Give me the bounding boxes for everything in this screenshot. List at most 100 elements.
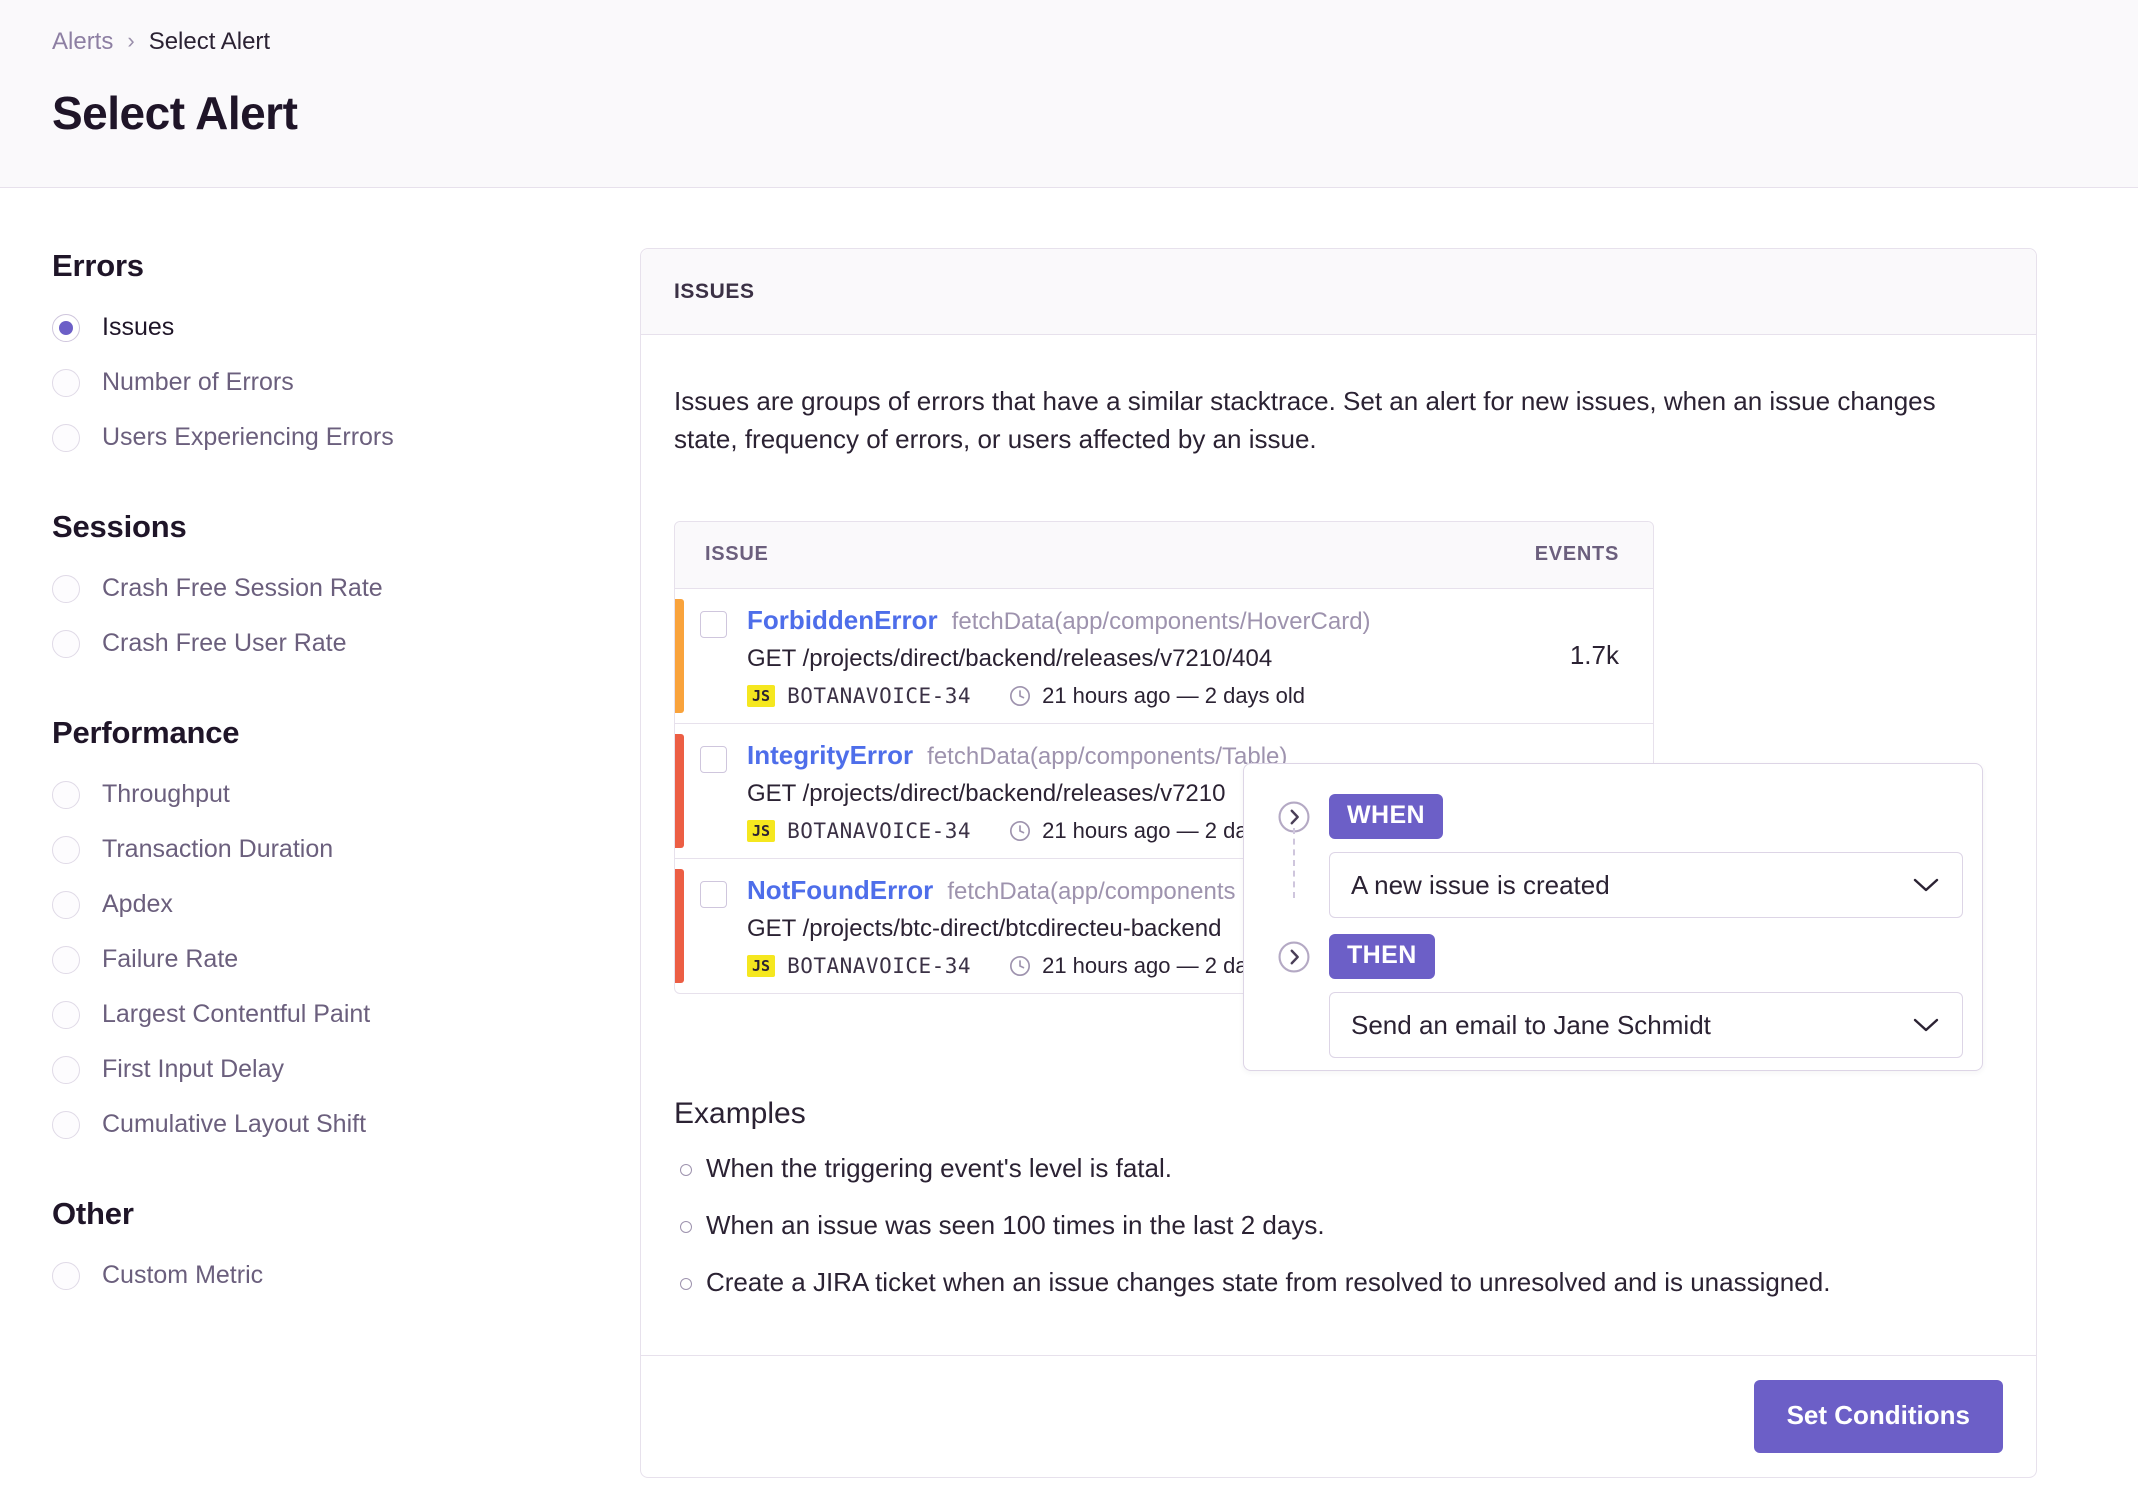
group-title-errors: Errors bbox=[52, 248, 144, 283]
platform-badge-js: JS bbox=[747, 954, 776, 978]
sidebar-option-apdex[interactable]: Apdex bbox=[52, 877, 640, 932]
radio-icon-transaction-duration[interactable] bbox=[52, 835, 80, 864]
sidebar-option-number-of-errors[interactable]: Number of Errors bbox=[52, 355, 640, 410]
sidebar-option-crash-free-session-rate[interactable]: Crash Free Session Rate bbox=[52, 561, 640, 616]
list-item: Create a JIRA ticket when an issue chang… bbox=[674, 1265, 1998, 1300]
issue-level-indicator bbox=[675, 598, 684, 713]
alert-rule-popup: WHEN A new issue is created bbox=[1243, 763, 1983, 1071]
issue-message: GET /projects/direct/backend/releases/v7… bbox=[747, 779, 1226, 807]
table-header-row: ISSUE EVENTS bbox=[675, 521, 1653, 589]
card-header: ISSUES bbox=[641, 249, 2036, 335]
when-condition-select[interactable]: A new issue is created bbox=[1329, 852, 1963, 918]
sidebar-group-other: Other Custom Metric bbox=[52, 1196, 640, 1303]
issue-culprit: fetchData(app/components/Table) bbox=[927, 742, 1288, 770]
sidebar-option-custom-metric[interactable]: Custom Metric bbox=[52, 1248, 640, 1303]
radio-icon-crash-free-session-rate[interactable] bbox=[52, 574, 80, 603]
issue-checkbox[interactable] bbox=[700, 880, 727, 908]
sidebar-option-failure-rate[interactable]: Failure Rate bbox=[52, 932, 640, 987]
radio-icon-largest-contentful-paint[interactable] bbox=[52, 1000, 80, 1029]
issue-culprit: fetchData(app/components/HoverCard) bbox=[951, 607, 1371, 635]
group-title-other: Other bbox=[52, 1196, 134, 1231]
issue-checkbox[interactable] bbox=[700, 610, 727, 638]
issue-culprit: fetchData(app/components bbox=[947, 877, 1236, 905]
set-conditions-button[interactable]: Set Conditions bbox=[1753, 1380, 2003, 1453]
chevron-right-circle-icon bbox=[1278, 940, 1310, 973]
radio-icon-failure-rate[interactable] bbox=[52, 945, 80, 974]
radio-icon-crash-free-user-rate[interactable] bbox=[52, 629, 80, 658]
sidebar-option-issues[interactable]: Issues bbox=[52, 300, 640, 355]
chevron-down-icon bbox=[1913, 878, 1939, 892]
issue-message: GET /projects/btc-direct/btcdirecteu-bac… bbox=[747, 914, 1222, 942]
radio-icon-cumulative-layout-shift[interactable] bbox=[52, 1110, 80, 1139]
clock-icon bbox=[1010, 820, 1031, 841]
radio-icon-first-input-delay[interactable] bbox=[52, 1055, 80, 1084]
when-condition-value: A new issue is created bbox=[1351, 869, 1610, 900]
examples-list: When the triggering event's level is fat… bbox=[674, 1151, 1998, 1300]
column-header-issue: ISSUE bbox=[705, 543, 769, 566]
examples-section: Examples When the triggering event's lev… bbox=[674, 1097, 1998, 1300]
platform-badge-js: JS bbox=[747, 819, 776, 843]
issue-level-indicator bbox=[675, 868, 684, 983]
radio-icon-apdex[interactable] bbox=[52, 890, 80, 919]
sidebar-option-label: Failure Rate bbox=[102, 945, 239, 973]
issue-age: 21 hours ago — 2 days old bbox=[1042, 682, 1306, 708]
issue-checkbox[interactable] bbox=[700, 745, 727, 773]
page-body: Errors Issues Number of Errors Users Exp… bbox=[0, 188, 2138, 1496]
issue-short-id: BOTANAVOICE-34 bbox=[787, 683, 972, 708]
sidebar-option-crash-free-user-rate[interactable]: Crash Free User Rate bbox=[52, 616, 640, 671]
page-title: Select Alert bbox=[52, 87, 298, 139]
issue-title-link[interactable]: IntegrityError bbox=[747, 739, 914, 770]
sidebar-option-largest-contentful-paint[interactable]: Largest Contentful Paint bbox=[52, 987, 640, 1042]
rule-step-then: THEN Send an email to Jane Schmidt bbox=[1277, 934, 1963, 1058]
list-item: When an issue was seen 100 times in the … bbox=[674, 1208, 1998, 1243]
radio-icon-custom-metric[interactable] bbox=[52, 1261, 80, 1290]
clock-icon bbox=[1010, 685, 1031, 706]
sidebar-option-label: Users Experiencing Errors bbox=[102, 423, 394, 451]
rule-step-when: WHEN A new issue is created bbox=[1277, 794, 1963, 918]
radio-icon-users-experiencing-errors[interactable] bbox=[52, 423, 80, 452]
sidebar-option-label: Largest Contentful Paint bbox=[102, 1000, 371, 1028]
table-row[interactable]: NotFoundError fetchData(app/components G… bbox=[675, 859, 1653, 993]
card-footer: Set Conditions bbox=[641, 1355, 2036, 1477]
table-row[interactable]: ForbiddenError fetchData(app/components/… bbox=[675, 589, 1653, 724]
sidebar-option-label: Transaction Duration bbox=[102, 835, 334, 863]
then-badge: THEN bbox=[1329, 934, 1435, 979]
sidebar-option-users-experiencing-errors[interactable]: Users Experiencing Errors bbox=[52, 410, 640, 465]
issue-title-link[interactable]: ForbiddenError bbox=[747, 604, 938, 635]
sidebar-option-label: Cumulative Layout Shift bbox=[102, 1110, 367, 1138]
issue-details: ForbiddenError fetchData(app/components/… bbox=[727, 589, 1503, 723]
radio-icon-number-of-errors[interactable] bbox=[52, 368, 80, 397]
issue-title-link[interactable]: NotFoundError bbox=[747, 874, 934, 905]
sidebar-group-errors: Errors Issues Number of Errors Users Exp… bbox=[52, 248, 640, 465]
page-header: Alerts › Select Alert Select Alert bbox=[0, 0, 2138, 188]
breadcrumb-link-alerts[interactable]: Alerts bbox=[52, 28, 114, 55]
issue-level-indicator bbox=[675, 733, 684, 848]
sidebar-option-cumulative-layout-shift[interactable]: Cumulative Layout Shift bbox=[52, 1097, 640, 1152]
breadcrumb-current: Select Alert bbox=[148, 28, 271, 55]
issue-short-id: BOTANAVOICE-34 bbox=[787, 818, 972, 843]
sidebar-option-label: Apdex bbox=[102, 890, 173, 918]
card-description: Issues are groups of errors that have a … bbox=[674, 386, 1936, 454]
breadcrumb: Alerts › Select Alert bbox=[52, 28, 2138, 56]
radio-icon-issues[interactable] bbox=[52, 313, 80, 342]
sidebar-option-label: Throughput bbox=[102, 780, 230, 808]
chevron-down-icon bbox=[1913, 1018, 1939, 1032]
sidebar-group-sessions: Sessions Crash Free Session Rate Crash F… bbox=[52, 509, 640, 671]
sidebar-option-label: First Input Delay bbox=[102, 1055, 285, 1083]
clock-icon bbox=[1010, 955, 1031, 976]
main-content: ISSUES Issues are groups of errors that … bbox=[640, 248, 2138, 1496]
radio-icon-throughput[interactable] bbox=[52, 780, 80, 809]
sidebar-option-throughput[interactable]: Throughput bbox=[52, 767, 640, 822]
group-title-performance: Performance bbox=[52, 715, 240, 750]
group-title-sessions: Sessions bbox=[52, 509, 187, 544]
alert-type-sidebar: Errors Issues Number of Errors Users Exp… bbox=[0, 248, 640, 1496]
then-action-select[interactable]: Send an email to Jane Schmidt bbox=[1329, 992, 1963, 1058]
sidebar-option-label: Custom Metric bbox=[102, 1261, 264, 1289]
issue-short-id: BOTANAVOICE-34 bbox=[787, 953, 972, 978]
sidebar-option-transaction-duration[interactable]: Transaction Duration bbox=[52, 822, 640, 877]
step-connector-line bbox=[1293, 828, 1295, 898]
sidebar-option-label: Number of Errors bbox=[102, 368, 294, 396]
examples-title: Examples bbox=[674, 1096, 806, 1130]
sidebar-option-first-input-delay[interactable]: First Input Delay bbox=[52, 1042, 640, 1097]
issue-events-count: 1.7k bbox=[1569, 640, 1619, 671]
